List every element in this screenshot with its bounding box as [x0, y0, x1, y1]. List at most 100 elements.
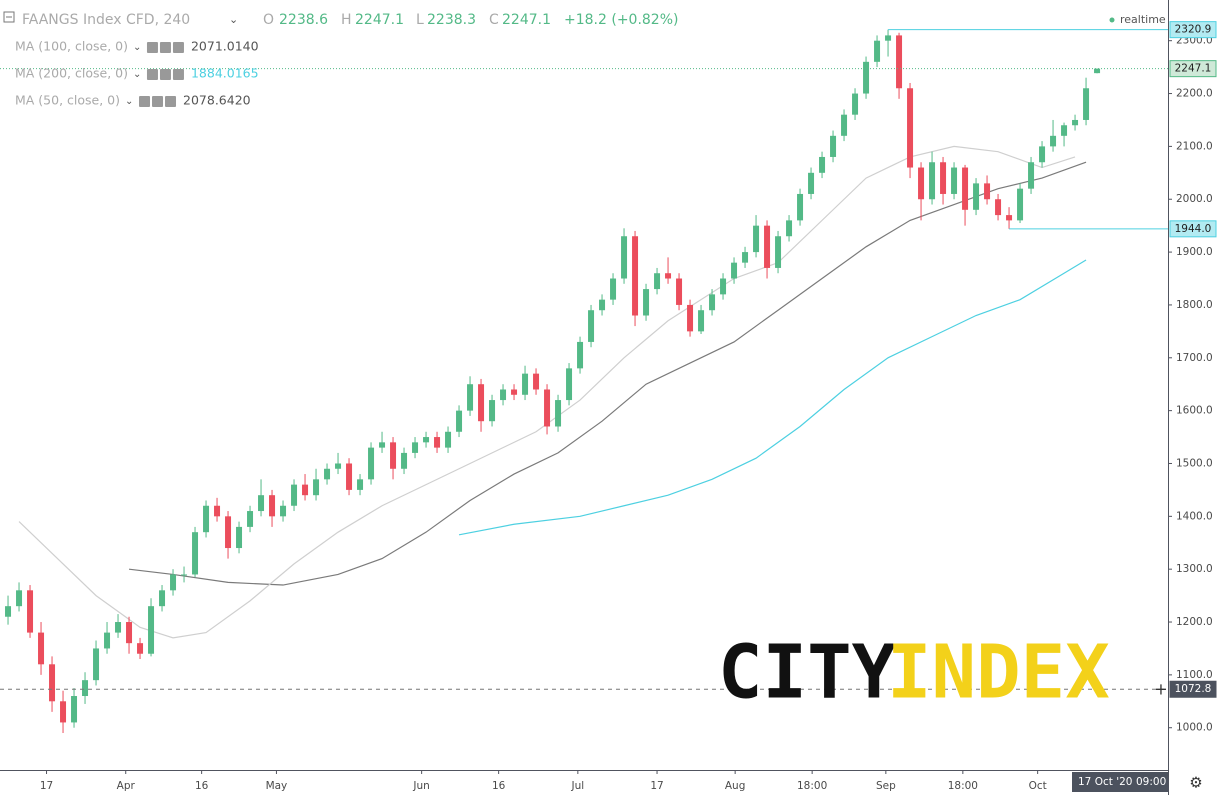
candle-body	[621, 236, 628, 279]
crosshair-time: 09:00	[1136, 776, 1166, 788]
y-tick-label: 2100.0	[1176, 140, 1213, 152]
candle-body	[731, 262, 738, 279]
indicator-name: MA (200, close, 0)	[15, 66, 128, 81]
candle-body	[687, 304, 694, 332]
x-tick-label: 18:00	[797, 780, 827, 792]
candle-body	[1017, 188, 1024, 221]
low-label: L	[416, 12, 424, 28]
x-tick-label: Oct	[1029, 780, 1047, 792]
candle-body	[478, 384, 485, 422]
candle-body	[159, 590, 166, 607]
high-label: H	[341, 12, 352, 28]
indicator-menu[interactable]: ⌄	[125, 96, 133, 107]
candle-body	[709, 294, 716, 311]
indicator-name: MA (50, close, 0)	[15, 93, 120, 108]
price-marker-label: 2320.9	[1175, 24, 1212, 36]
x-tick-label: May	[266, 780, 288, 792]
candle-body	[863, 61, 870, 94]
indicator-eye-button[interactable]	[146, 42, 158, 53]
candle-body	[808, 172, 815, 194]
candle-body	[456, 410, 463, 432]
candle-body	[368, 447, 375, 480]
indicator-menu[interactable]: ⌄	[133, 42, 141, 53]
candle-body	[170, 574, 177, 591]
x-tick-label: Jul	[571, 780, 585, 792]
indicator-gear-button[interactable]	[159, 42, 171, 53]
crosshair-label: 1072.8	[1175, 683, 1212, 695]
candle-body	[720, 278, 727, 295]
indicator-close-button[interactable]	[172, 69, 184, 80]
candle-body	[918, 167, 925, 200]
candle-body	[951, 167, 958, 194]
symbol-title[interactable]: FAANGS Index CFD, 240	[22, 12, 190, 28]
candle-body	[753, 225, 760, 253]
candle-body	[786, 220, 793, 237]
indicator-close-button[interactable]	[165, 96, 177, 107]
indicator-menu[interactable]: ⌄	[133, 69, 141, 80]
y-tick-label: 1100.0	[1176, 669, 1213, 681]
change: +18.2 (+0.82%)	[564, 12, 678, 28]
low-value: 2238.3	[427, 12, 476, 28]
candle-body	[885, 35, 892, 41]
indicator-eye-button[interactable]	[139, 96, 151, 107]
candle-body	[225, 516, 232, 549]
y-tick-label: 1400.0	[1176, 510, 1213, 522]
candle-body	[390, 442, 397, 469]
candle-body	[819, 156, 826, 173]
indicator-value: 2078.6420	[183, 93, 251, 108]
candle-body	[38, 632, 45, 665]
crosshair-date-box	[1072, 772, 1168, 792]
candle-body	[511, 389, 518, 395]
candle-body	[423, 437, 430, 443]
candle-body	[940, 162, 947, 194]
candle-body	[60, 701, 67, 723]
candle-body	[27, 590, 34, 633]
legend: MA (100, close, 0) ⌄ 2071.0140 MA (200, clo…	[15, 39, 259, 108]
candle-body	[852, 93, 859, 115]
x-tick-label: 16	[195, 780, 209, 792]
crosshair-date: 17 Oct '20	[1078, 776, 1132, 788]
x-tick-label: 17	[650, 780, 663, 792]
indicator-eye-button[interactable]	[146, 69, 158, 80]
candle-body	[555, 400, 562, 427]
candle-body	[1006, 215, 1013, 221]
y-tick-label: 1900.0	[1176, 246, 1213, 258]
status-dot	[1109, 17, 1115, 23]
candle-body	[1094, 68, 1101, 74]
candle-body	[841, 114, 848, 136]
candle-body	[1050, 135, 1057, 147]
candle-body	[5, 606, 12, 617]
candle-body	[71, 696, 78, 723]
candle-body	[896, 35, 903, 89]
candle-body	[82, 680, 89, 697]
candle-body	[577, 341, 584, 369]
candle-body	[313, 479, 320, 496]
candle-body	[566, 368, 573, 401]
candle-body	[962, 167, 969, 210]
close-value: 2247.1	[502, 12, 551, 28]
y-tick-label: 2000.0	[1176, 193, 1213, 205]
candle-body	[533, 373, 540, 390]
ma-line	[128, 161, 1087, 586]
indicator-gear-button[interactable]	[159, 69, 171, 80]
candle-body	[995, 199, 1002, 216]
collapse-button[interactable]	[3, 11, 15, 23]
settings-button[interactable]: ⚙	[1189, 774, 1202, 792]
last-price-box	[1169, 60, 1217, 78]
indicator-gear-button[interactable]	[152, 96, 164, 107]
indicator-close-button[interactable]	[172, 42, 184, 53]
candle-body	[126, 622, 133, 644]
dropdown-arrow[interactable]: ⌄	[229, 13, 238, 26]
candle-body	[764, 225, 771, 268]
candle-body	[929, 162, 936, 200]
candle-body	[467, 384, 474, 411]
candle-body	[49, 664, 56, 702]
candle-body	[742, 252, 749, 263]
candle-body	[434, 437, 441, 448]
candle-body	[973, 183, 980, 210]
candle-body	[445, 431, 452, 448]
candle-body	[775, 236, 782, 268]
